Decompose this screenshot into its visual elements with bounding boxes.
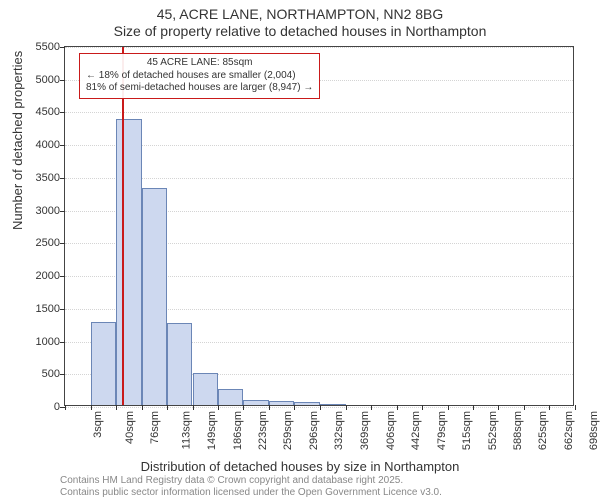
histogram-bar <box>116 119 142 405</box>
x-tick-mark <box>397 405 398 410</box>
y-tick-label: 2500 <box>36 237 60 249</box>
x-tick-label: 40sqm <box>124 411 136 444</box>
x-tick-mark <box>116 405 117 410</box>
x-axis-label: Distribution of detached houses by size … <box>0 459 600 474</box>
x-tick-mark <box>243 405 244 410</box>
x-tick-mark <box>498 405 499 410</box>
y-tick-mark <box>60 80 65 81</box>
x-tick-label: 625sqm <box>538 411 550 450</box>
x-tick-mark <box>371 405 372 410</box>
x-tick-mark <box>167 405 168 410</box>
x-tick-label: 479sqm <box>436 411 448 450</box>
y-tick-mark <box>60 374 65 375</box>
x-tick-label: 149sqm <box>206 411 218 450</box>
y-tick-label: 5000 <box>36 74 60 86</box>
x-tick-label: 186sqm <box>232 411 244 450</box>
histogram-bar <box>142 188 167 405</box>
histogram-bar <box>193 373 219 405</box>
x-tick-label: 223sqm <box>257 411 269 450</box>
histogram-bar <box>91 322 116 405</box>
y-tick-mark <box>60 47 65 48</box>
y-tick-mark <box>60 309 65 310</box>
x-tick-label: 662sqm <box>563 411 575 450</box>
x-tick-mark <box>346 405 347 410</box>
x-tick-mark <box>448 405 449 410</box>
x-tick-label: 296sqm <box>308 411 320 450</box>
x-tick-label: 552sqm <box>487 411 499 450</box>
y-tick-mark <box>60 112 65 113</box>
x-tick-mark <box>575 405 576 410</box>
footer-line-1: Contains HM Land Registry data © Crown c… <box>60 475 442 487</box>
x-tick-label: 259sqm <box>283 411 295 450</box>
x-tick-mark <box>422 405 423 410</box>
x-tick-mark <box>320 405 321 410</box>
title-line-1: 45, ACRE LANE, NORTHAMPTON, NN2 8BG <box>0 6 600 22</box>
y-tick-mark <box>60 342 65 343</box>
histogram-bar <box>243 400 269 405</box>
y-tick-label: 500 <box>42 368 60 380</box>
gridline-h <box>65 47 573 48</box>
histogram-bar <box>218 389 243 405</box>
y-tick-label: 5500 <box>36 41 60 53</box>
y-axis-label: Number of detached properties <box>10 51 25 230</box>
x-tick-mark <box>218 405 219 410</box>
x-tick-mark <box>193 405 194 410</box>
histogram-bar <box>294 402 320 405</box>
footer-attribution: Contains HM Land Registry data © Crown c… <box>60 475 442 498</box>
x-tick-mark <box>549 405 550 410</box>
x-tick-label: 442sqm <box>410 411 422 450</box>
x-tick-label: 113sqm <box>180 411 192 449</box>
x-tick-mark <box>269 405 270 410</box>
y-tick-mark <box>60 276 65 277</box>
x-tick-label: 406sqm <box>385 411 397 450</box>
y-tick-mark <box>60 145 65 146</box>
footer-line-2: Contains public sector information licen… <box>60 487 442 499</box>
y-tick-label: 1500 <box>36 303 60 315</box>
gridline-h <box>65 112 573 113</box>
x-tick-mark <box>294 405 295 410</box>
annotation-line-2: ← 18% of detached houses are smaller (2,… <box>86 70 313 83</box>
annotation-box: 45 ACRE LANE: 85sqm← 18% of detached hou… <box>79 53 320 99</box>
x-tick-mark <box>91 405 92 410</box>
histogram-bar <box>269 401 294 405</box>
x-tick-mark <box>142 405 143 410</box>
annotation-line-3: 81% of semi-detached houses are larger (… <box>86 82 313 95</box>
marker-line <box>122 47 124 405</box>
y-tick-label: 2000 <box>36 270 60 282</box>
y-tick-mark <box>60 243 65 244</box>
x-tick-label: 515sqm <box>461 411 473 450</box>
y-tick-mark <box>60 211 65 212</box>
x-tick-label: 332sqm <box>333 411 345 450</box>
y-tick-label: 3000 <box>36 205 60 217</box>
y-tick-mark <box>60 178 65 179</box>
title-line-2: Size of property relative to detached ho… <box>0 23 600 39</box>
chart-plot-area: 0500100015002000250030003500400045005000… <box>64 46 574 406</box>
y-tick-label: 1000 <box>36 336 60 348</box>
annotation-line-1: 45 ACRE LANE: 85sqm <box>86 57 313 70</box>
x-tick-mark <box>524 405 525 410</box>
x-tick-label: 588sqm <box>512 411 524 450</box>
y-tick-label: 4500 <box>36 106 60 118</box>
histogram-bar <box>167 323 193 405</box>
x-tick-mark <box>65 405 66 410</box>
y-tick-label: 4000 <box>36 139 60 151</box>
x-tick-label: 369sqm <box>359 411 371 450</box>
x-tick-label: 3sqm <box>92 411 104 438</box>
x-tick-label: 76sqm <box>149 411 161 444</box>
x-tick-mark <box>473 405 474 410</box>
y-tick-label: 3500 <box>36 172 60 184</box>
histogram-bar <box>320 404 346 405</box>
x-tick-label: 698sqm <box>588 411 600 450</box>
